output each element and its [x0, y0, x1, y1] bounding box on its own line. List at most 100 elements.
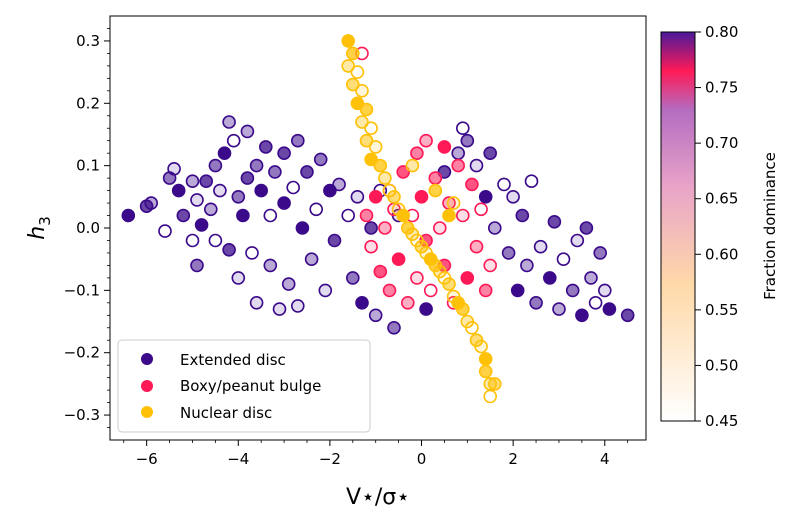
point-boxy-peanut-bulge	[400, 295, 415, 310]
point-extended-disc	[341, 208, 356, 223]
colorbar-ticks: 0.45 0.50 0.55 0.60 0.65 0.70 0.75 0.80	[695, 23, 738, 430]
point-extended-disc	[593, 246, 608, 260]
colorbar-gradient	[660, 31, 696, 422]
point-extended-disc	[290, 299, 305, 313]
point-extended-disc	[245, 246, 259, 260]
point-extended-disc	[579, 221, 594, 235]
point-extended-disc	[208, 158, 223, 173]
data-points	[121, 34, 635, 404]
y-axis: −0.3 −0.2 −0.1 0.0 0.1 0.2 0.3	[64, 28, 110, 428]
x-axis: −6 −4 −2 0 2 4	[123, 440, 629, 468]
point-extended-disc	[597, 283, 612, 298]
point-nuclear-disc	[355, 84, 369, 98]
y-tick-label: 0.1	[76, 157, 100, 175]
point-extended-disc	[318, 283, 333, 298]
point-extended-disc	[222, 115, 236, 129]
point-boxy-peanut-bulge	[373, 264, 388, 279]
point-boxy-peanut-bulge	[419, 133, 433, 148]
point-extended-disc	[190, 258, 204, 273]
y-tick-label: −0.3	[64, 406, 100, 424]
point-extended-disc	[460, 133, 475, 148]
point-extended-disc	[231, 271, 246, 285]
point-extended-disc	[121, 208, 136, 223]
point-extended-disc	[313, 152, 328, 167]
colorbar-tick-label: 0.55	[705, 301, 738, 319]
y-tick-label: −0.2	[64, 344, 100, 362]
y-axis-label: h3	[25, 216, 54, 240]
point-boxy-peanut-bulge	[474, 202, 488, 217]
point-extended-disc	[158, 224, 172, 238]
point-extended-disc	[469, 158, 484, 173]
point-extended-disc	[217, 146, 232, 160]
point-extended-disc	[236, 208, 250, 223]
point-extended-disc	[524, 174, 539, 188]
point-nuclear-disc	[350, 65, 365, 79]
point-nuclear-disc	[359, 133, 374, 148]
point-extended-disc	[194, 218, 209, 232]
point-extended-disc	[364, 221, 378, 235]
point-extended-disc	[533, 239, 548, 254]
point-extended-disc	[510, 283, 525, 298]
point-extended-disc	[213, 183, 227, 198]
colorbar-tick-label: 0.75	[705, 79, 738, 97]
point-nuclear-disc	[341, 59, 356, 73]
x-tick-label: −6	[136, 450, 158, 468]
point-extended-disc	[272, 302, 287, 316]
point-boxy-peanut-bulge	[432, 221, 447, 235]
point-extended-disc	[190, 193, 204, 207]
colorbar-tick-label: 0.50	[705, 356, 738, 374]
point-nuclear-disc	[364, 152, 378, 167]
point-boxy-peanut-bulge	[437, 140, 452, 154]
point-extended-disc	[258, 140, 273, 154]
point-extended-disc	[208, 233, 223, 248]
point-extended-disc	[185, 174, 200, 188]
point-extended-disc	[254, 183, 269, 198]
point-boxy-peanut-bulge	[368, 190, 383, 204]
point-nuclear-disc	[455, 302, 470, 316]
point-nuclear-disc	[442, 277, 456, 291]
point-extended-disc	[542, 271, 557, 285]
point-extended-disc	[368, 308, 383, 323]
point-nuclear-disc	[474, 339, 488, 354]
point-extended-disc	[602, 302, 617, 316]
point-extended-disc	[570, 233, 585, 248]
point-extended-disc	[185, 233, 200, 248]
point-extended-disc	[171, 183, 186, 198]
legend-marker-boxy-peanut-bulge	[141, 380, 153, 392]
legend-label-extended-disc: Extended disc	[180, 351, 286, 369]
point-extended-disc	[204, 202, 218, 217]
point-extended-disc	[144, 196, 158, 210]
point-nuclear-disc	[355, 115, 369, 129]
colorbar-tick-label: 0.45	[705, 412, 738, 430]
point-extended-disc	[286, 180, 301, 195]
point-extended-disc	[222, 243, 236, 257]
point-extended-disc	[304, 252, 319, 267]
x-tick-label: 2	[508, 450, 518, 468]
point-boxy-peanut-bulge	[465, 177, 479, 192]
point-extended-disc	[309, 202, 324, 217]
y-tick-label: 0.2	[76, 94, 100, 112]
point-extended-disc	[199, 174, 213, 188]
point-extended-disc	[240, 171, 255, 185]
point-nuclear-disc	[487, 377, 502, 391]
point-boxy-peanut-bulge	[410, 146, 424, 160]
point-extended-disc	[167, 162, 181, 176]
point-extended-disc	[290, 133, 305, 148]
point-extended-disc	[584, 271, 598, 285]
point-extended-disc	[231, 190, 246, 204]
point-nuclear-disc	[405, 158, 420, 173]
colorbar-tick-label: 0.60	[705, 245, 738, 263]
point-extended-disc	[281, 277, 296, 291]
point-nuclear-disc	[345, 46, 360, 61]
point-extended-disc	[552, 302, 566, 316]
point-boxy-peanut-bulge	[410, 271, 424, 285]
point-extended-disc	[487, 221, 502, 235]
point-boxy-peanut-bulge	[396, 165, 411, 179]
colorbar-tick-label: 0.80	[705, 23, 738, 41]
point-boxy-peanut-bulge	[483, 258, 498, 273]
point-extended-disc	[387, 320, 401, 335]
point-nuclear-disc	[359, 102, 374, 117]
point-boxy-peanut-bulge	[414, 190, 429, 204]
legend-label-nuclear-disc: Nuclear disc	[180, 404, 272, 422]
